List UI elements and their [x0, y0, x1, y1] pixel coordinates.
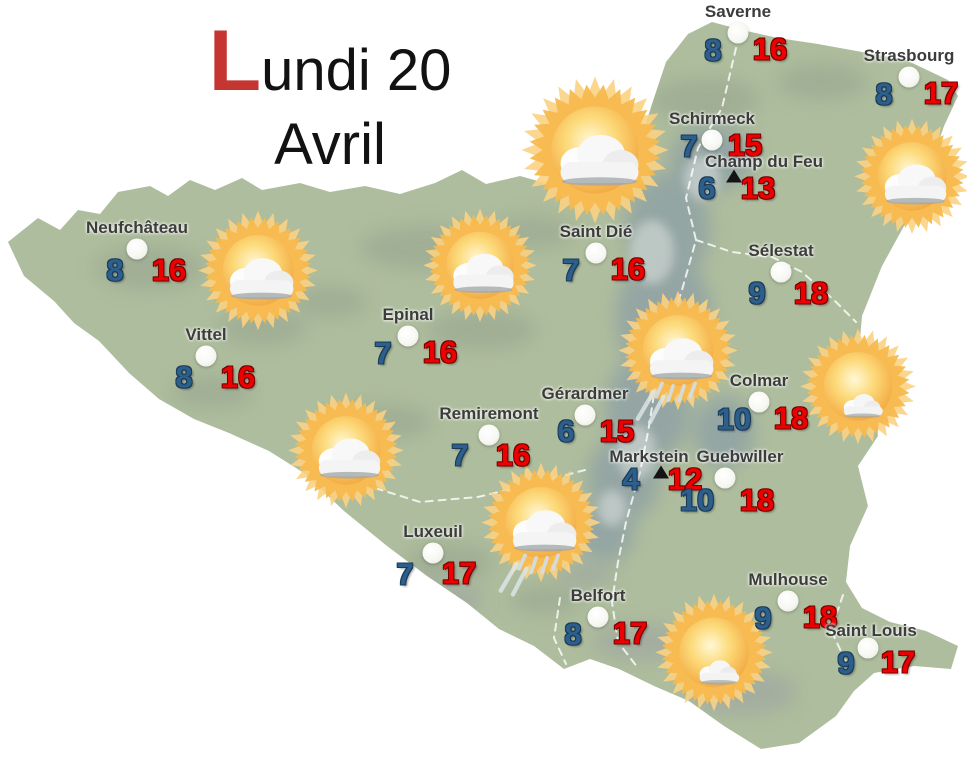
date-title-line1: Lundi 20 — [150, 12, 510, 111]
date-title-rest: undi 20 — [261, 38, 452, 103]
land-region — [8, 22, 958, 749]
date-title-line2: Avril — [274, 111, 386, 177]
date-title-initial: L — [208, 13, 262, 109]
date-title: Lundi 20 Avril — [150, 12, 510, 177]
